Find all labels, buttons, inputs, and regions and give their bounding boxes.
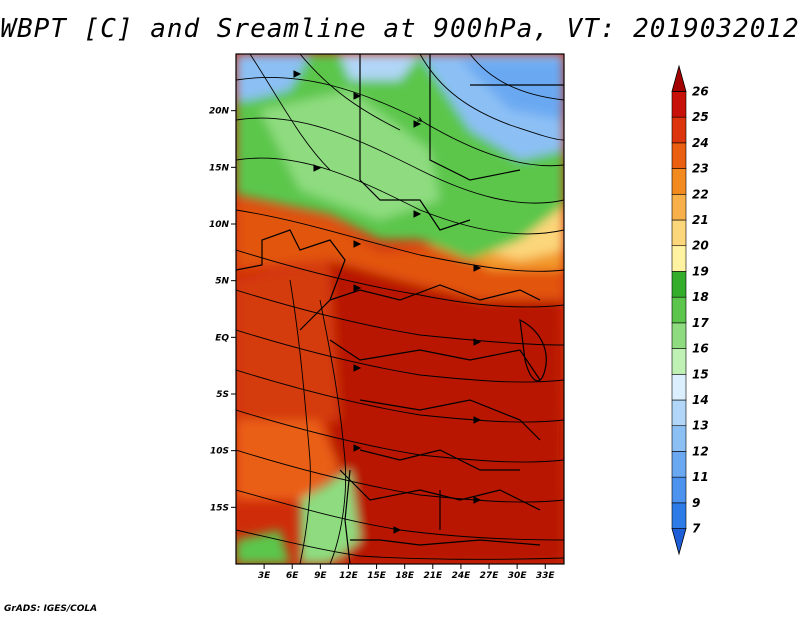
lon-tick-label: 27E <box>480 571 500 581</box>
lon-tick-label: 15E <box>367 571 387 581</box>
colorbar-box <box>671 296 687 324</box>
colorbar-box <box>671 348 687 375</box>
colorbar-box <box>671 116 687 144</box>
lat-tick-label: 10N <box>209 220 230 230</box>
lon-tick-label: 24E <box>452 571 472 581</box>
colorbar-box <box>671 168 687 195</box>
colorbar-box <box>671 219 687 247</box>
lat-tick-label: 15S <box>210 503 229 513</box>
chart-title: WBPT [C] and Sreamline at 900hPa, VT: 20… <box>0 14 800 44</box>
colorbar-label: 16 <box>692 342 709 356</box>
lon-tick-label: 18E <box>395 571 415 581</box>
lon-tick-label: 9E <box>314 571 327 581</box>
colorbar-label: 25 <box>692 110 709 124</box>
credit-label: GrADS: IGES/COLA <box>4 604 98 614</box>
colorbar-box <box>671 142 687 169</box>
colorbar-box <box>671 245 687 272</box>
colorbar-label: 7 <box>692 522 701 536</box>
colorbar-box <box>671 91 687 118</box>
lon-tick-label: 3E <box>258 571 271 581</box>
colorbar-label: 17 <box>692 316 709 330</box>
colorbar: 7 9 11 12 13 14 15 16 17 18 19 20 21 22 23 24 25 26 <box>671 64 709 556</box>
colorbar-box <box>671 373 687 401</box>
colorbar-label: 22 <box>692 187 709 201</box>
colorbar-label: 19 <box>692 264 709 278</box>
country-borders <box>236 54 564 564</box>
colorbar-label: 14 <box>692 393 709 407</box>
colorbar-label: 11 <box>692 470 709 484</box>
colorbar-label: 20 <box>692 239 709 253</box>
lat-tick-label: 20N <box>209 107 230 117</box>
colorbar-label: 24 <box>692 136 709 150</box>
lat-tick-label: EQ <box>215 333 229 343</box>
lat-tick-label: 5S <box>216 390 229 400</box>
wbpt-field <box>236 54 564 564</box>
streamlines <box>236 54 564 564</box>
lon-tick-label: 21E <box>423 571 443 581</box>
lat-tick-label: 5N <box>215 277 229 287</box>
lon-tick-label: 12E <box>339 571 359 581</box>
colorbar-box <box>671 425 687 452</box>
longitude-axis: 3E 6E 9E 12E 15E 18E 21E 24E 27E 30E 33E <box>258 564 556 581</box>
colorbar-box <box>671 476 687 504</box>
lon-tick-label: 33E <box>536 571 556 581</box>
colorbar-box <box>671 322 687 349</box>
colorbar-label: 12 <box>692 444 709 458</box>
colorbar-label: 15 <box>692 367 709 381</box>
stream-arrows <box>293 70 482 534</box>
colorbar-box <box>671 193 687 221</box>
colorbar-box <box>671 271 687 298</box>
colorbar-label: 23 <box>692 162 709 176</box>
lon-tick-label: 30E <box>508 571 528 581</box>
colorbar-box <box>671 451 687 478</box>
colorbar-label: 21 <box>692 213 709 227</box>
colorbar-label: 18 <box>692 290 709 304</box>
colorbar-box <box>671 502 687 529</box>
colorbar-box <box>671 399 687 427</box>
colorbar-high-triangle <box>671 64 687 92</box>
latitude-axis: 20N 15N 10N 5N EQ 5S 10S 15S <box>209 107 236 513</box>
lat-tick-label: 15N <box>209 163 230 173</box>
colorbar-label: 13 <box>692 419 709 433</box>
lon-tick-label: 6E <box>286 571 299 581</box>
lat-tick-label: 10S <box>210 447 229 457</box>
colorbar-label: 9 <box>692 496 700 510</box>
colorbar-label: 26 <box>692 84 709 98</box>
map-frame <box>235 53 565 565</box>
colorbar-low-triangle <box>671 528 687 556</box>
